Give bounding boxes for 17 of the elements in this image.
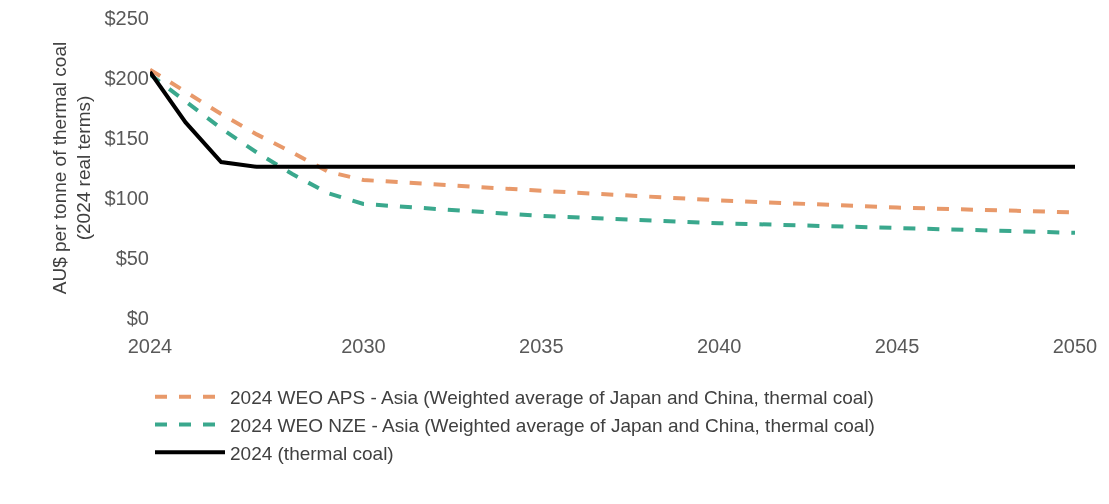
y-tick-label: $50 [115, 247, 149, 269]
x-tick-label: 2035 [519, 335, 564, 357]
x-tick-label: 2040 [696, 335, 742, 357]
y-tick-label: $150 [104, 127, 149, 149]
x-tick-label: 2030 [341, 335, 386, 357]
y-tick-label: $100 [104, 187, 149, 209]
x-tick-label: 2050 [1052, 335, 1098, 357]
legend-label: 2024 WEO APS - Asia (Weighted average of Japan and China, thermal coal) [230, 387, 874, 409]
x-tick-label: 2045 [874, 335, 920, 357]
line-series [150, 70, 1075, 169]
y-tick-label: $200 [104, 67, 149, 89]
y-axis-title: AU$ per tonne of thermal coal (2024 real terms) [48, 41, 95, 295]
y-tick-label: $250 [104, 7, 149, 29]
x-tick-label: 2024 [127, 335, 173, 357]
y-tick-label: $0 [126, 307, 149, 329]
legend-label: 2024 (thermal coal) [230, 442, 394, 464]
legend-label: 2024 WEO NZE - Asia (Weighted average of Japan and China, thermal coal) [230, 414, 875, 436]
